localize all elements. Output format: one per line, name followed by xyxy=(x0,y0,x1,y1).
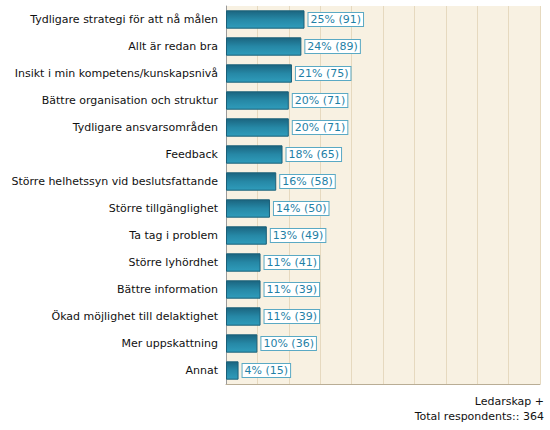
svg-text:Större lyhördhet: Större lyhördhet xyxy=(128,256,218,269)
svg-text:20% (71): 20% (71) xyxy=(295,94,346,107)
svg-text:21% (75): 21% (75) xyxy=(298,67,349,80)
svg-text:Insikt i min kompetens/kunskap: Insikt i min kompetens/kunskapsnivå xyxy=(15,67,218,80)
svg-text:10% (36): 10% (36) xyxy=(263,337,314,350)
svg-text:16% (58): 16% (58) xyxy=(282,175,333,188)
svg-text:Tydligare strategi för att nå: Tydligare strategi för att nå målen xyxy=(29,13,218,26)
svg-text:Större tillgänglighet: Större tillgänglighet xyxy=(109,202,219,215)
svg-text:14% (50): 14% (50) xyxy=(276,202,327,215)
svg-text:Allt är redan bra: Allt är redan bra xyxy=(128,40,218,53)
svg-text:11% (41): 11% (41) xyxy=(267,256,318,269)
svg-text:Mer uppskattning: Mer uppskattning xyxy=(122,337,218,350)
svg-text:Större helhetssyn vid beslutsf: Större helhetssyn vid beslutsfattande xyxy=(12,175,219,188)
svg-text:Tydligare ansvarsområden: Tydligare ansvarsområden xyxy=(72,121,218,134)
svg-text:11% (39): 11% (39) xyxy=(267,283,318,296)
svg-text:Feedback: Feedback xyxy=(166,148,219,161)
svg-text:24% (89): 24% (89) xyxy=(307,40,358,53)
svg-text:Ökad möjlighet till delaktighe: Ökad möjlighet till delaktighet xyxy=(52,310,219,323)
svg-text:Bättre organisation och strukt: Bättre organisation och struktur xyxy=(42,94,219,107)
svg-text:Ledarskap +: Ledarskap + xyxy=(475,395,544,408)
svg-text:11% (39): 11% (39) xyxy=(267,310,318,323)
svg-text:Bättre information: Bättre information xyxy=(117,283,218,296)
svg-text:4% (15): 4% (15) xyxy=(245,364,289,377)
svg-text:18% (65): 18% (65) xyxy=(289,148,340,161)
svg-text:25% (91): 25% (91) xyxy=(311,13,362,26)
svg-text:Annat: Annat xyxy=(185,364,218,377)
svg-text:13% (49): 13% (49) xyxy=(273,229,324,242)
svg-text:20% (71): 20% (71) xyxy=(295,121,346,134)
svg-text:Ta tag i problem: Ta tag i problem xyxy=(128,229,218,242)
svg-text:Total respondents:: 364: Total respondents:: 364 xyxy=(414,410,544,423)
